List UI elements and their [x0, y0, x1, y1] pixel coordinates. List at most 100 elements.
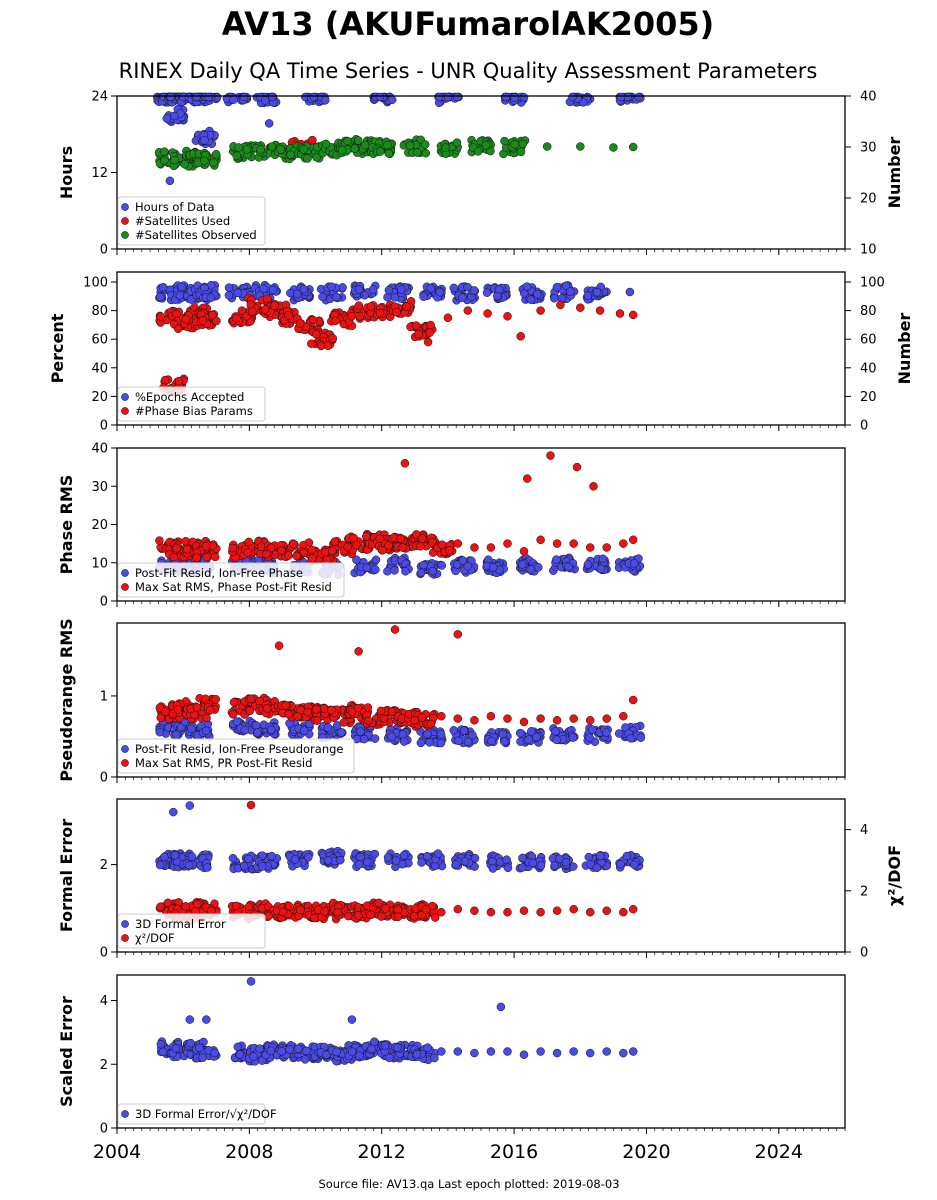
- data-point: [493, 291, 502, 301]
- data-point: [470, 543, 479, 552]
- data-point: [383, 853, 393, 862]
- data-point: [473, 147, 483, 156]
- data-point: [469, 286, 479, 295]
- legend-label: 3D Formal Error/√χ²/DOF: [135, 1107, 277, 1121]
- data-point: [244, 537, 254, 547]
- data-point: [518, 139, 528, 149]
- data-point: [585, 543, 595, 552]
- data-point: [416, 738, 426, 748]
- data-point: [293, 1044, 303, 1054]
- data-point: [522, 282, 532, 291]
- data-point: [256, 145, 265, 154]
- data-point: [246, 694, 256, 704]
- data-point: [368, 285, 378, 294]
- data-point: [371, 555, 381, 565]
- data-point: [169, 807, 178, 817]
- data-point: [556, 300, 565, 310]
- data-point: [519, 1050, 529, 1059]
- data-point: [360, 140, 370, 150]
- data-point: [470, 1048, 479, 1058]
- y-right-tick-label: 10: [860, 243, 877, 258]
- data-point: [370, 849, 380, 859]
- data-point: [519, 547, 529, 556]
- data-point: [392, 307, 401, 317]
- data-point: [417, 534, 427, 543]
- data-point: [452, 138, 462, 147]
- data-point: [498, 729, 508, 739]
- y-axis-label: Formal Error: [57, 819, 76, 932]
- data-point: [384, 149, 394, 158]
- data-point: [602, 906, 611, 915]
- data-point: [488, 864, 498, 873]
- data-point: [211, 149, 221, 159]
- data-point: [595, 306, 605, 315]
- data-point: [332, 292, 341, 302]
- legend-marker: [121, 231, 129, 239]
- data-point: [260, 305, 270, 314]
- data-point: [411, 321, 421, 330]
- data-point: [354, 285, 364, 294]
- data-point: [354, 860, 364, 869]
- data-point: [171, 1044, 181, 1053]
- data-point: [312, 716, 322, 725]
- data-point: [630, 860, 639, 870]
- data-point: [391, 856, 401, 865]
- x-tick-label: 2008: [225, 1141, 273, 1163]
- data-point: [401, 567, 410, 576]
- data-point: [249, 1052, 258, 1061]
- data-point: [518, 853, 527, 863]
- data-point: [426, 320, 435, 330]
- legend-label: Post-Fit Resid, Ion-Free Phase: [135, 566, 303, 580]
- data-point: [523, 474, 532, 483]
- data-point: [224, 283, 234, 292]
- data-point: [186, 1038, 195, 1048]
- data-point: [267, 142, 277, 151]
- data-point: [308, 315, 318, 325]
- data-point: [569, 714, 578, 723]
- data-point: [419, 292, 428, 301]
- data-point: [170, 850, 180, 860]
- y-right-tick-label: 0: [860, 419, 868, 434]
- data-point: [319, 704, 329, 713]
- data-point: [192, 553, 201, 562]
- data-point: [201, 542, 211, 551]
- data-point: [239, 92, 249, 102]
- data-point: [207, 906, 216, 915]
- data-point: [412, 1049, 422, 1059]
- data-point: [387, 732, 396, 741]
- data-point: [437, 1047, 446, 1056]
- data-point: [425, 328, 434, 337]
- data-point: [264, 119, 274, 128]
- data-point: [396, 285, 406, 294]
- data-point: [518, 560, 527, 569]
- data-point: [331, 316, 340, 326]
- legend-marker: [121, 407, 129, 415]
- data-point: [515, 728, 525, 738]
- data-point: [156, 292, 165, 302]
- legend-label: #Phase Bias Params: [135, 404, 253, 418]
- data-point: [248, 307, 257, 316]
- data-point: [347, 1015, 357, 1024]
- y-axis-label: Hours: [57, 146, 76, 199]
- data-point: [195, 1043, 204, 1053]
- data-point: [239, 861, 249, 871]
- data-point: [410, 911, 419, 921]
- data-point: [304, 853, 313, 862]
- data-point: [330, 537, 340, 546]
- data-point: [534, 563, 543, 572]
- data-point: [486, 711, 496, 721]
- data-point: [426, 283, 436, 293]
- data-point: [246, 800, 256, 810]
- data-point: [267, 851, 276, 861]
- legend-label: Max Sat RMS, Phase Post-Fit Resid: [135, 580, 332, 594]
- data-point: [350, 144, 360, 153]
- data-point: [503, 539, 512, 548]
- data-point: [619, 711, 628, 721]
- data-point: [259, 284, 268, 294]
- data-point: [160, 375, 170, 385]
- data-point: [383, 567, 392, 576]
- data-point: [371, 565, 380, 574]
- data-point: [526, 295, 536, 304]
